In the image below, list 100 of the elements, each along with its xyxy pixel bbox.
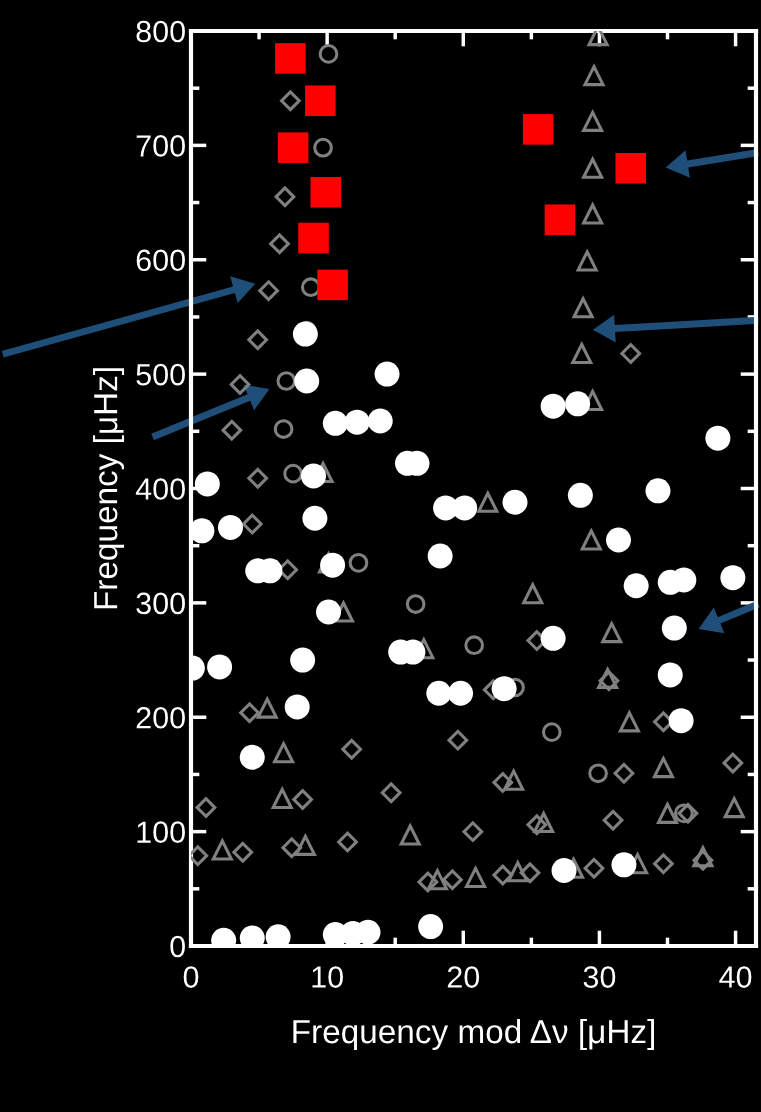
point	[582, 203, 604, 225]
point	[284, 694, 310, 720]
point	[447, 729, 469, 751]
point	[526, 814, 548, 836]
point	[273, 419, 294, 439]
point	[256, 697, 278, 719]
point	[426, 869, 448, 891]
point	[318, 44, 339, 64]
y-tick-label: 0	[170, 935, 185, 958]
x-tick-label: 20	[447, 966, 480, 988]
point	[605, 527, 631, 553]
point	[677, 802, 699, 824]
x-tick-label: 30	[583, 966, 616, 988]
point	[507, 861, 529, 883]
point	[533, 811, 555, 834]
x-tick-label: 10	[312, 966, 343, 988]
point	[313, 137, 333, 158]
y-tick-label: 800	[136, 20, 185, 43]
y-tick-label: 300	[136, 592, 185, 615]
point	[191, 518, 215, 544]
point	[277, 132, 309, 163]
point	[276, 371, 297, 391]
point	[221, 419, 243, 441]
point	[207, 654, 233, 680]
point	[316, 599, 342, 625]
point	[320, 552, 346, 578]
point	[305, 85, 336, 117]
point	[341, 738, 363, 760]
point	[720, 565, 746, 591]
point	[367, 408, 393, 434]
point	[317, 269, 348, 301]
point	[620, 343, 642, 364]
point	[239, 702, 260, 724]
point	[294, 368, 320, 394]
point	[522, 114, 554, 145]
point	[294, 834, 316, 856]
point	[583, 857, 605, 879]
point	[705, 425, 731, 451]
point	[462, 821, 484, 842]
point	[448, 680, 474, 706]
point	[477, 491, 499, 513]
y-tick-label: 400	[135, 478, 185, 500]
point	[274, 186, 296, 208]
point	[195, 797, 217, 818]
point	[572, 297, 594, 319]
y-axis-title: Frequency [μHz]	[92, 368, 125, 609]
point	[567, 482, 593, 508]
point	[544, 204, 576, 235]
point	[241, 513, 263, 535]
point	[280, 90, 301, 112]
point	[491, 676, 517, 702]
point	[582, 157, 604, 179]
point	[623, 573, 649, 599]
point	[522, 583, 544, 605]
point	[673, 803, 694, 824]
point	[292, 789, 314, 810]
point	[661, 615, 687, 641]
point	[645, 478, 671, 504]
point	[290, 647, 316, 673]
point	[302, 505, 328, 531]
point	[374, 361, 400, 387]
point	[271, 787, 293, 810]
point	[653, 853, 674, 875]
point	[583, 65, 605, 87]
point	[427, 543, 453, 569]
point	[723, 797, 745, 819]
x-axis-title: Frequency mod Δν [μHz]	[293, 1018, 654, 1050]
point	[418, 914, 444, 940]
point	[348, 552, 369, 573]
point	[298, 222, 329, 254]
point	[602, 809, 624, 831]
point	[426, 680, 452, 706]
point	[247, 467, 269, 489]
point	[405, 594, 426, 614]
point	[417, 871, 439, 893]
point	[239, 744, 265, 770]
x-tick-label: 0	[183, 966, 199, 988]
point	[722, 752, 744, 774]
point	[588, 763, 608, 784]
point	[275, 43, 306, 74]
point	[657, 662, 683, 688]
point	[232, 841, 254, 863]
point	[503, 769, 525, 791]
point	[310, 176, 342, 208]
point	[613, 762, 635, 784]
point	[301, 463, 327, 489]
point	[541, 722, 562, 742]
point	[618, 711, 640, 733]
point	[258, 280, 279, 301]
y-tick-label: 700	[136, 135, 185, 157]
point	[502, 489, 528, 515]
point	[337, 831, 358, 853]
point	[194, 471, 220, 497]
point	[540, 625, 566, 651]
point	[229, 374, 251, 395]
point	[380, 782, 402, 804]
point	[615, 152, 647, 184]
point	[283, 463, 303, 484]
point	[571, 342, 593, 365]
point	[217, 514, 243, 540]
